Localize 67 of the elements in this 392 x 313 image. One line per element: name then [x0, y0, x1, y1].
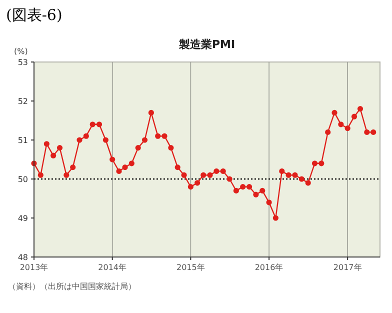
point	[253, 192, 259, 198]
point	[266, 200, 272, 206]
point	[116, 168, 122, 174]
point	[325, 129, 331, 135]
point	[122, 164, 128, 170]
point	[162, 133, 168, 139]
point	[260, 188, 266, 194]
point	[38, 172, 44, 178]
y-tick-label: 50	[18, 175, 28, 184]
point	[90, 122, 96, 128]
y-tick-label: 49	[18, 214, 28, 223]
point	[318, 160, 324, 166]
point	[135, 145, 141, 151]
y-tick-label: 51	[18, 136, 28, 145]
point	[279, 168, 285, 174]
y-tick-label: 48	[18, 253, 28, 262]
point	[174, 164, 180, 170]
point	[181, 172, 187, 178]
text: （資料）（出所は中国国家統計局）	[8, 282, 136, 291]
point	[128, 160, 134, 166]
point	[240, 184, 246, 190]
point	[305, 180, 311, 186]
point	[220, 168, 226, 174]
x-tick-label: 2013年	[20, 263, 48, 272]
text: (図表-6)	[6, 6, 62, 24]
point	[142, 137, 148, 143]
x-tick-label: 2014年	[98, 263, 127, 272]
point	[370, 129, 376, 135]
point	[312, 160, 318, 166]
point	[286, 172, 292, 178]
x-tick-label: 2015年	[176, 263, 205, 272]
point	[332, 110, 338, 116]
point	[207, 172, 213, 178]
point	[64, 172, 70, 178]
point	[292, 172, 298, 178]
point	[168, 145, 174, 151]
point	[110, 156, 116, 162]
y-axis-title: (%)	[14, 47, 28, 56]
point	[298, 176, 304, 182]
y-tick-label: 52	[18, 97, 28, 106]
point	[344, 126, 350, 132]
point	[96, 122, 102, 128]
point	[272, 215, 278, 221]
y-tick-label: 53	[18, 58, 28, 67]
point	[188, 184, 194, 190]
point	[214, 168, 220, 174]
point	[155, 133, 161, 139]
chart-title: 製造業PMI	[178, 38, 236, 51]
x-tick-label: 2016年	[254, 263, 284, 272]
point	[50, 152, 56, 158]
point	[102, 137, 108, 143]
point	[83, 133, 89, 139]
x-tick-label: 2017年	[333, 263, 362, 272]
point	[226, 176, 232, 182]
point	[148, 110, 154, 116]
point	[246, 184, 252, 190]
point	[76, 137, 82, 143]
point	[364, 129, 370, 135]
point	[357, 106, 364, 112]
point	[233, 188, 239, 194]
point	[44, 141, 50, 147]
point	[338, 122, 344, 128]
point	[56, 145, 63, 151]
point	[351, 114, 358, 120]
point	[200, 172, 206, 178]
point	[70, 164, 76, 170]
point	[194, 180, 200, 186]
